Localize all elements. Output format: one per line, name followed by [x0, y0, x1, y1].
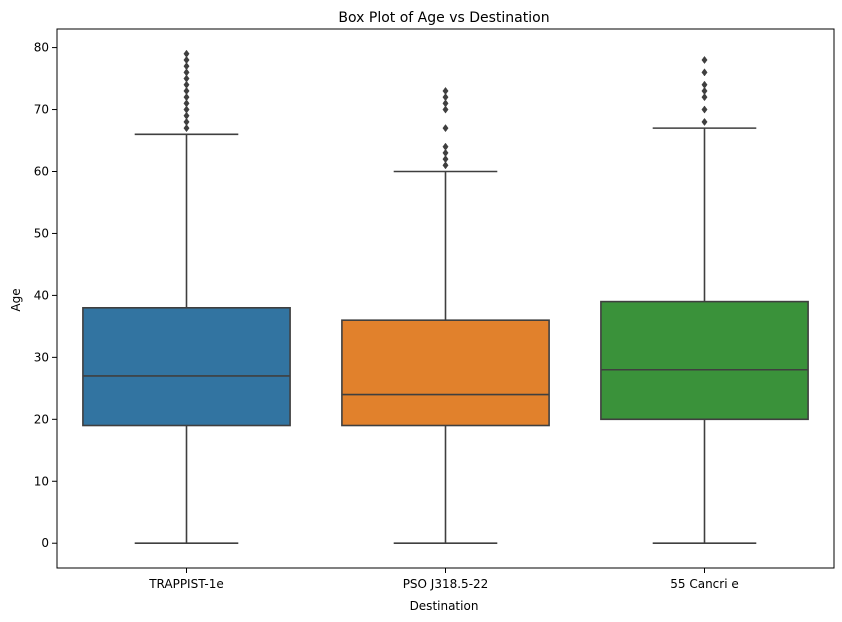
outlier-point: [183, 55, 190, 64]
outlier-point: [183, 99, 190, 108]
outlier-point: [701, 55, 708, 64]
iqr-box: [341, 319, 550, 427]
x-tick-label: PSO J318.5-22: [403, 577, 489, 591]
box-group-2: [341, 86, 550, 545]
box-group-3: [600, 55, 809, 545]
outlier-point: [442, 93, 449, 102]
y-tick-label: 20: [34, 412, 49, 426]
outlier-point: [442, 161, 449, 170]
y-tick-label: 10: [34, 474, 49, 488]
plot-frame: [56, 28, 835, 569]
outlier-point: [442, 86, 449, 95]
y-tick-label: 30: [34, 350, 49, 364]
outlier-point: [442, 124, 449, 133]
outlier-point: [442, 105, 449, 114]
outlier-point: [183, 93, 190, 102]
outlier-point: [183, 111, 190, 120]
iqr-box: [600, 300, 809, 421]
outlier-point: [183, 117, 190, 126]
outlier-point: [442, 148, 449, 157]
outlier-point: [183, 49, 190, 58]
chart-title: Box Plot of Age vs Destination: [338, 10, 549, 26]
outlier-point: [183, 80, 190, 89]
y-tick-label: 50: [34, 226, 49, 240]
outlier-point: [701, 105, 708, 114]
outlier-point: [701, 68, 708, 77]
iqr-box: [82, 306, 291, 427]
outlier-point: [183, 86, 190, 95]
x-tick-label: TRAPPIST-1e: [148, 577, 224, 591]
y-tick-label: 70: [34, 103, 49, 117]
y-tick-label: 60: [34, 164, 49, 178]
outlier-point: [442, 155, 449, 164]
outlier-point: [183, 124, 190, 133]
x-axis-label: Destination: [410, 599, 479, 613]
outlier-point: [701, 80, 708, 89]
y-tick-label: 40: [34, 288, 49, 302]
y-tick-label: 0: [41, 536, 49, 550]
y-axis-label: Age: [9, 288, 23, 311]
outlier-point: [701, 86, 708, 95]
outlier-point: [183, 62, 190, 71]
outlier-point: [701, 117, 708, 126]
box-group-1: [82, 49, 291, 545]
outlier-point: [701, 93, 708, 102]
outlier-point: [442, 142, 449, 151]
plot-area: 0 10 20 30 40 50 60 70 80 TRAPPIST-1e PSO J318.5-2…: [34, 28, 835, 591]
outlier-point: [183, 68, 190, 77]
outlier-point: [183, 74, 190, 83]
outlier-point: [442, 99, 449, 108]
x-tick-label: 55 Cancri e: [670, 577, 738, 591]
outlier-point: [183, 105, 190, 114]
y-tick-label: 80: [34, 41, 49, 55]
